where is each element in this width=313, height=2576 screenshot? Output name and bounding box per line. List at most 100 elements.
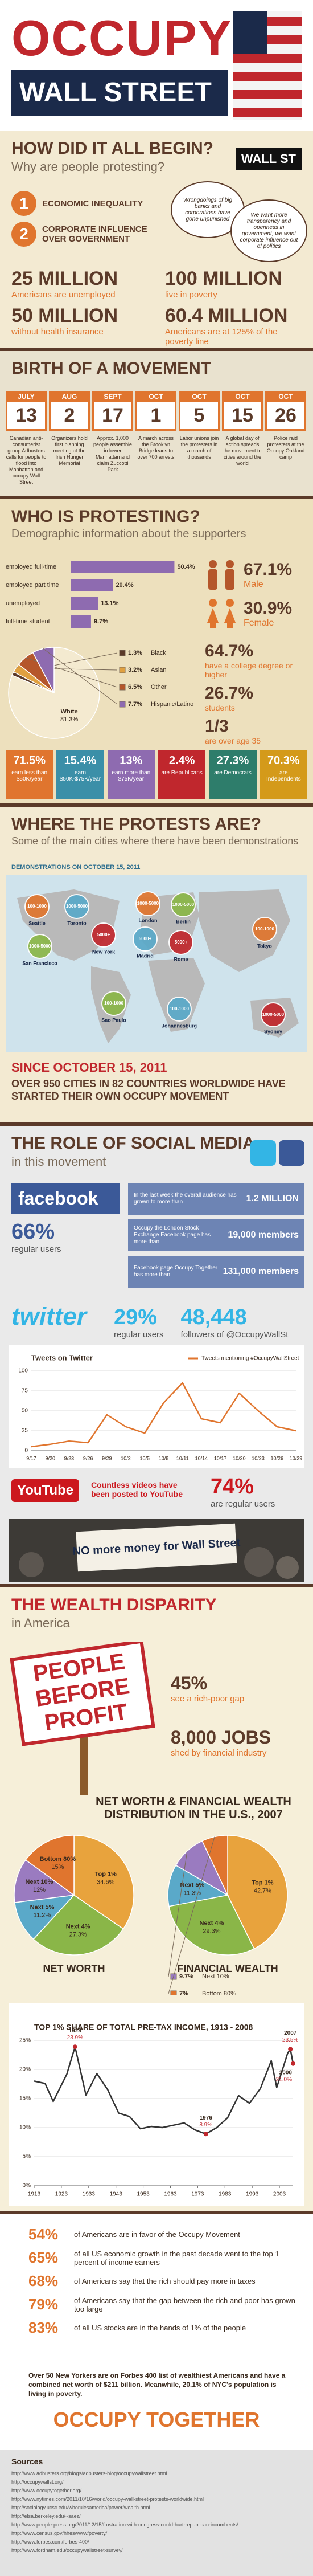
city-count: 5000+ <box>175 940 188 945</box>
pie-slice <box>14 1895 75 1940</box>
facebook-percent: 66% <box>11 1220 55 1244</box>
city-bubble <box>133 926 158 952</box>
icon-body <box>208 569 217 590</box>
timeline-event: OCT 1 A march across the Brooklyn Bridge l… <box>135 391 176 485</box>
who-section: WHO IS PROTESTING? Demographic informati… <box>0 496 313 803</box>
y-tick-label: 100 <box>18 1368 28 1374</box>
gender-stat: 30.9% Female <box>205 598 292 630</box>
chart-bg <box>9 1345 304 1468</box>
x-tick-label: 10/2 <box>121 1455 131 1461</box>
x-tick-label: 9/26 <box>83 1455 93 1461</box>
city-name: Seattle <box>28 920 46 926</box>
event-month: OCT <box>135 391 176 402</box>
sources-list: http://www.adbusters.org/blogs/adbusters… <box>11 2469 302 2555</box>
pie-slice <box>32 1895 124 1956</box>
source-item: http://elsa.berkeley.edu/~saez/ <box>11 2513 81 2519</box>
event-day: 17 <box>92 402 133 431</box>
slice-value: 1.3% <box>128 650 142 656</box>
wealth-fact-value: 45% <box>171 1673 208 1693</box>
timeline-event: OCT 5 Labor unions join the protesters in … <box>179 391 220 485</box>
stats-list: 54% of Americans are in favor of the Occu… <box>0 2214 313 2337</box>
fact-value: 1/3 <box>205 717 229 736</box>
line <box>34 2046 294 2135</box>
stat-text: of Americans say that the rich should pa… <box>74 2277 256 2285</box>
stat-value: 68% <box>28 2272 59 2289</box>
bar-value: 50.4% <box>177 564 195 570</box>
bar <box>71 597 98 610</box>
slice-label: Next 4% <box>66 1924 90 1930</box>
x-tick-label: 9/17 <box>26 1455 36 1461</box>
source-item: http://www.people-press.org/2011/12/15/f… <box>11 2522 238 2528</box>
city-bubble <box>167 997 192 1022</box>
social-icons <box>250 1140 304 1166</box>
wealth-fact-value: 8,000 JOBS <box>171 1727 271 1748</box>
reason-text: ECONOMIC INEQUALITY <box>42 198 143 209</box>
twitter-followers-label: followers of @OccupyWallSt <box>180 1330 289 1340</box>
x-tick-label: 10/14 <box>195 1455 208 1461</box>
income-label: are Republicans <box>161 770 203 776</box>
sign-board <box>76 1523 237 1572</box>
sign-stick <box>80 1727 88 1795</box>
x-tick-label: 9/29 <box>102 1455 112 1461</box>
y-tick-label: 25 <box>22 1428 28 1434</box>
event-text: Canadian anti-consumerist group Adbuster… <box>6 435 47 485</box>
fact: 26.7% students <box>205 684 307 712</box>
y-tick-label: 0 <box>24 1448 28 1454</box>
city-count: 1000-5000 <box>262 1012 285 1017</box>
event-month: JULY <box>6 391 47 402</box>
stat-text: of all US stocks are in the hands of 1% … <box>74 2324 246 2332</box>
y-tick-label: 5% <box>23 2154 31 2160</box>
event-month: OCT <box>265 391 306 402</box>
source-item: http://www.forbes.com/forbes-400/ <box>11 2539 89 2545</box>
slice-value: 7.7% <box>128 701 142 708</box>
slice-value: 11.3% <box>184 1889 201 1896</box>
stat-row: 79% of Americans say that the gap between… <box>28 2296 296 2313</box>
x-tick-label: 1913 <box>28 2191 41 2198</box>
facebook-percent-label: regular users <box>11 1244 61 1254</box>
gender-text: 67.1% Male <box>244 560 292 590</box>
facebook-row-text: Facebook page Occupy Together has more t… <box>134 1265 218 1278</box>
stat: 25 MILLION Americans are unemployed <box>11 268 154 300</box>
stat-label: without health insurance <box>11 327 104 337</box>
x-tick-label: 9/20 <box>45 1455 55 1461</box>
gender-value: 67.1% <box>244 560 293 579</box>
stat-value: 54% <box>28 2226 59 2243</box>
stat-value: 83% <box>28 2319 59 2336</box>
stat: 60.4 MILLION Americans are at 125% of the… <box>165 305 307 346</box>
y-tick-label: 0% <box>23 2183 31 2189</box>
youtube-stat: 74% are regular users <box>211 1475 275 1509</box>
slice-value: 7% <box>179 1990 188 1995</box>
income-box: 2.4% are Republicans <box>158 750 206 799</box>
city-name: Sydney <box>264 1028 282 1034</box>
income-chart: TOP 1% SHARE OF TOTAL PRE-TAX INCOME, 19… <box>9 2003 304 2206</box>
slice-value: 42.7% <box>254 1888 271 1895</box>
icon-head <box>226 560 234 568</box>
stats-section: 54% of Americans are in favor of the Occu… <box>0 2211 313 2450</box>
since: SINCE OCTOBER 15, 2011 <box>11 1060 167 1075</box>
gender-icon <box>207 599 236 628</box>
protest-photo: NO more money for Wall Street <box>9 1519 304 1582</box>
gender-label: Male <box>244 579 263 589</box>
fact-value: 26.7% <box>205 684 254 703</box>
stat: 50 MILLION without health insurance <box>11 305 154 337</box>
event-day: 26 <box>265 402 306 431</box>
bar <box>71 561 175 573</box>
stat-row: 83% of all US stocks are in the hands of … <box>28 2319 296 2337</box>
income-boxes: 71.5% earn less than $50K/year 15.4% earn $… <box>6 750 307 799</box>
x-tick-label: 1973 <box>191 2191 204 2198</box>
slice-value: 27.3% <box>69 1932 87 1938</box>
sources-section: Sources http://www.adbusters.org/blogs/a… <box>0 2450 313 2576</box>
annotation-year: 2007 <box>284 2030 297 2036</box>
facebook-row-text: In the last week the overall audience ha… <box>134 1192 237 1205</box>
gender-value: 30.9% <box>244 599 293 618</box>
stripe <box>233 108 302 117</box>
section-subtitle: in this movement <box>11 1154 106 1169</box>
twitter-percent-box: 29% regular users <box>114 1305 164 1340</box>
slice-label: Black <box>151 650 166 656</box>
income-value: 71.5% <box>13 754 46 767</box>
slice-label: Bottom 80% <box>40 1856 76 1863</box>
annotation-value: 21.0% <box>276 2076 292 2083</box>
